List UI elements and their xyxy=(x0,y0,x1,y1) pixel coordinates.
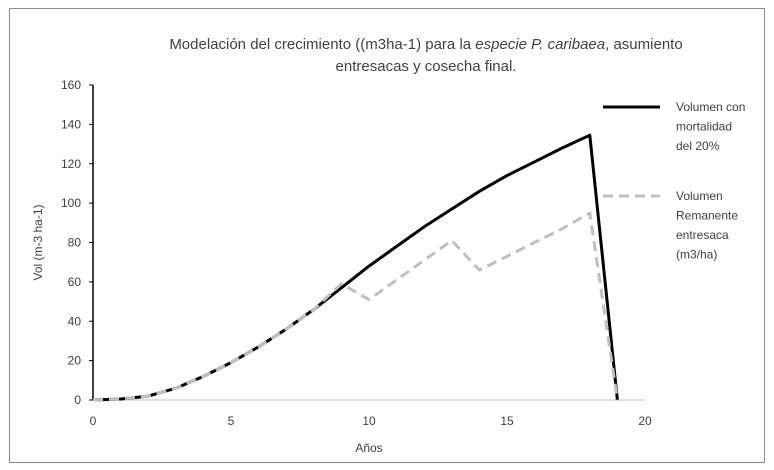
legend-label-2: entresaca xyxy=(676,228,729,242)
series-line-1 xyxy=(92,133,619,402)
legend-label-1: Volumen con xyxy=(676,100,745,114)
chart-title-line2: entresacas y cosecha final. xyxy=(336,58,517,75)
x-tick-label: 0 xyxy=(90,414,97,428)
y-tick-label: 40 xyxy=(68,314,82,328)
legend-label-2: Remanente xyxy=(676,209,738,223)
x-tick-label: 15 xyxy=(500,414,514,428)
y-tick-label: 20 xyxy=(68,354,82,368)
x-axis-label: Años xyxy=(355,441,382,455)
x-tick-label: 10 xyxy=(362,414,376,428)
y-tick-label: 80 xyxy=(68,236,82,250)
y-tick-label: 100 xyxy=(61,196,81,210)
series-line-2 xyxy=(92,211,619,402)
y-tick-label: 60 xyxy=(68,275,82,289)
y-tick-label: 160 xyxy=(61,78,81,92)
legend-label-2: (m3/ha) xyxy=(676,248,717,262)
legend-label-1: del 20% xyxy=(676,139,720,153)
chart-title: Modelación del crecimiento ((m3ha-1) par… xyxy=(169,36,682,53)
y-tick-label: 0 xyxy=(74,393,81,407)
y-tick-label: 120 xyxy=(61,157,81,171)
x-tick-label: 5 xyxy=(228,414,235,428)
chart-frame xyxy=(9,8,765,463)
y-axis-label: Vol (m-3 ha-1) xyxy=(31,204,45,280)
legend-label-2: Volumen xyxy=(676,189,723,203)
x-tick-label: 20 xyxy=(638,414,652,428)
y-tick-label: 140 xyxy=(61,117,81,131)
legend-label-1: mortalidad xyxy=(676,120,732,134)
